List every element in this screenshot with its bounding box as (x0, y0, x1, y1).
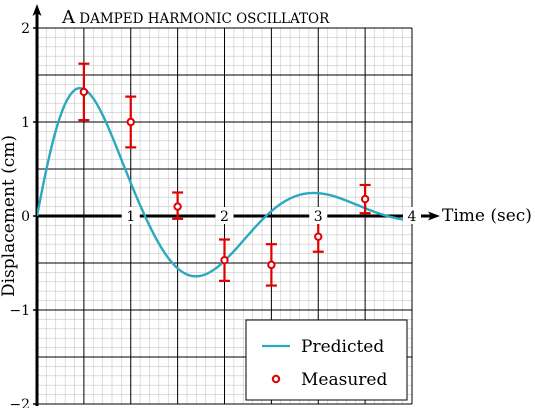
measured-marker (314, 232, 323, 241)
measured-marker (220, 255, 229, 265)
x-tick-label-bg (215, 207, 234, 224)
x-tick-label-bg (403, 207, 421, 224)
measured-point (265, 243, 277, 287)
x-tick-label: 1 (126, 209, 135, 225)
y-tick-label: −1 (9, 303, 30, 319)
measured-marker (360, 194, 370, 204)
measured-point (359, 183, 371, 215)
title-initial: A (61, 7, 76, 28)
measured-point (219, 238, 230, 282)
y-tick-label: −2 (9, 397, 30, 408)
x-axis-arrow (428, 211, 440, 221)
title-rest: DAMPED HARMONIC OSCILLATOR (75, 11, 330, 27)
measured-series (78, 62, 371, 287)
measured-point (312, 220, 324, 253)
y-axis-arrow (32, 4, 42, 16)
legend-predicted-label: Predicted (301, 337, 384, 357)
y-tick-label: 1 (21, 115, 30, 131)
measured-point (172, 191, 184, 220)
legend-box (245, 319, 408, 401)
y-tick-label: 0 (21, 209, 30, 225)
x-axis-label: Time (sec) (442, 206, 532, 226)
x-tick-label-bg (309, 207, 328, 224)
x-tick-label: 2 (220, 209, 229, 225)
measured-point (125, 95, 137, 149)
legend-measured-label: Measured (301, 370, 387, 390)
chart-title: A DAMPED HARMONIC OSCILLATOR (61, 7, 330, 28)
measured-marker (173, 202, 182, 211)
x-tick-label: 4 (408, 209, 417, 225)
tick-labels: 1 2 3 4 −2 −1 0 1 2 (9, 21, 421, 408)
measured-point (78, 62, 90, 122)
measured-marker (79, 87, 89, 97)
x-tick-label: 3 (314, 209, 323, 225)
x-tick-label-bg (121, 207, 140, 224)
y-axis-label: Displacement (cm) (0, 135, 19, 297)
legend: Predicted Measured (245, 319, 408, 401)
y-tick-label: 2 (21, 21, 30, 37)
measured-marker (126, 117, 135, 127)
legend-measured-swatch (271, 374, 281, 384)
axes (32, 4, 440, 406)
measured-marker (267, 260, 276, 270)
